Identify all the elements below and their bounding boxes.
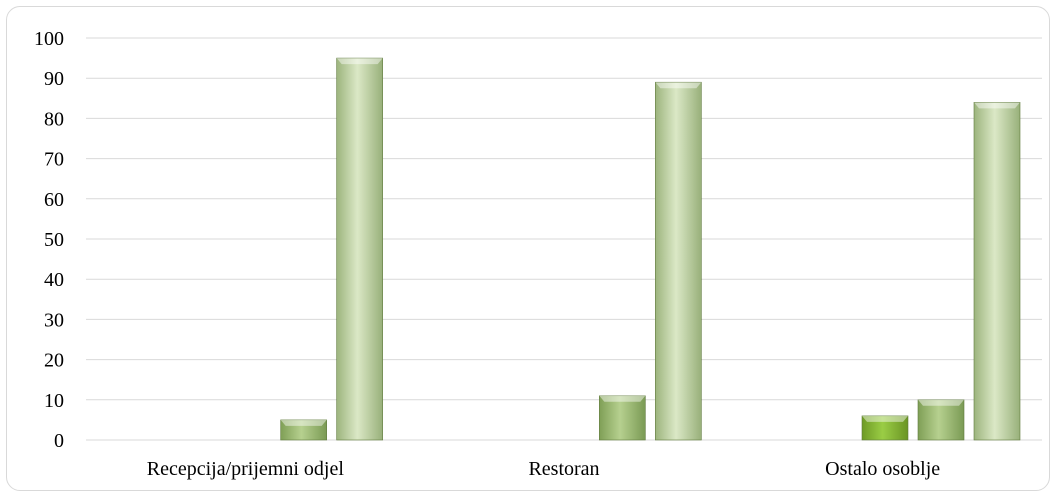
bar-bevel — [918, 399, 964, 406]
bar — [861, 415, 909, 441]
y-tick-label: 0 — [54, 430, 64, 452]
bars — [280, 57, 1021, 441]
bar-bevel — [599, 395, 646, 402]
y-tick-label: 20 — [44, 350, 64, 372]
y-tick-label: 30 — [44, 309, 64, 331]
y-tick-label: 10 — [44, 390, 64, 412]
gridlines — [86, 37, 1042, 441]
bar-body — [280, 419, 327, 441]
x-axis-category-labels: Recepcija/prijemni odjel Restoran Ostalo o… — [147, 458, 941, 480]
bar-body — [973, 102, 1021, 441]
bar — [599, 395, 646, 441]
y-tick-label: 70 — [44, 149, 64, 171]
y-axis-tick-labels: 0 10 20 30 40 50 60 70 80 90 100 — [34, 28, 64, 452]
bar — [973, 102, 1021, 441]
bar-body — [917, 399, 965, 441]
bar — [655, 81, 702, 441]
y-tick-label: 80 — [44, 108, 64, 130]
bar-bevel — [655, 82, 702, 89]
bar — [336, 57, 383, 441]
bar-body — [599, 395, 646, 441]
bar-body — [861, 415, 909, 441]
chart-frame — [6, 6, 1050, 491]
bar-bevel — [336, 58, 383, 65]
bar-bevel — [974, 102, 1020, 109]
bar — [280, 419, 327, 441]
y-tick-label: 50 — [44, 229, 64, 251]
x-category-label: Ostalo osoblje — [825, 458, 940, 480]
bar-body — [336, 57, 383, 441]
y-tick-label: 60 — [44, 189, 64, 211]
bar — [917, 399, 965, 441]
x-category-label: Restoran — [528, 458, 599, 480]
x-category-label: Recepcija/prijemni odjel — [147, 458, 345, 480]
y-tick-label: 90 — [44, 68, 64, 90]
y-tick-label: 100 — [34, 28, 64, 50]
bar-bevel — [280, 419, 327, 426]
bar-bevel — [862, 415, 908, 422]
bar-body — [655, 81, 702, 441]
y-tick-label: 40 — [44, 269, 64, 291]
